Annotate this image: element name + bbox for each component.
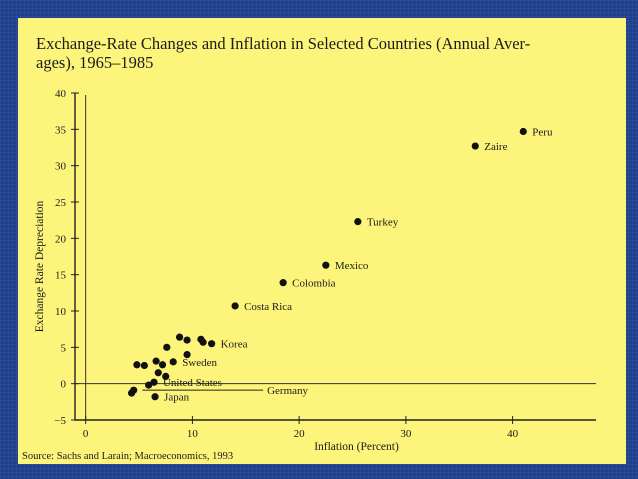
data-point xyxy=(183,336,191,344)
data-point xyxy=(183,351,191,359)
title-line-2: ages), 1965–1985 xyxy=(36,53,154,72)
point-label: Turkey xyxy=(367,217,399,229)
y-tick-label: 0 xyxy=(61,379,67,391)
chart-panel: Exchange-Rate Changes and Inflation in S… xyxy=(18,18,626,464)
data-point xyxy=(145,381,153,389)
x-tick-label: 0 xyxy=(83,428,89,440)
data-point xyxy=(208,340,216,348)
data-point xyxy=(127,389,136,397)
data-point xyxy=(231,302,239,310)
scatter-plot: −5 0 5 10 15 20 25 30 35 40 0 10 20 30 40 Inflation (Pe… xyxy=(34,88,596,453)
data-point xyxy=(519,127,527,136)
x-tick-label: 20 xyxy=(294,428,306,440)
data-point xyxy=(471,142,479,150)
data-point xyxy=(154,369,162,377)
data-point xyxy=(279,279,287,287)
point-label: Peru xyxy=(532,127,553,139)
y-tick-label: −5 xyxy=(54,415,66,427)
x-tick-label: 40 xyxy=(507,428,519,440)
y-tick-label: 20 xyxy=(55,233,67,245)
point-label: Japan xyxy=(164,392,190,404)
x-axis-title: Inflation (Percent) xyxy=(314,441,399,453)
data-point xyxy=(151,393,159,401)
data-point xyxy=(133,361,141,369)
data-point xyxy=(162,372,170,380)
point-label: Korea xyxy=(221,339,248,351)
data-point xyxy=(158,361,167,369)
data-point xyxy=(140,361,148,370)
data-point xyxy=(163,343,171,351)
y-tick-label: 15 xyxy=(55,270,67,282)
title-line-1: Exchange-Rate Changes and Inflation in S… xyxy=(36,34,531,53)
y-tick-label: 30 xyxy=(55,161,67,173)
y-tick-label: 10 xyxy=(55,306,67,318)
data-point xyxy=(199,338,207,346)
point-label: Costa Rica xyxy=(244,301,292,313)
data-point xyxy=(150,378,158,386)
y-tick-label: 25 xyxy=(55,197,67,209)
annotation-label: Germany xyxy=(267,385,308,397)
point-label: Colombia xyxy=(292,278,336,290)
data-point xyxy=(169,358,177,366)
chart-title: Exchange-Rate Changes and Inflation in S… xyxy=(36,34,606,72)
point-label: United States xyxy=(163,377,222,389)
y-tick-label: 40 xyxy=(55,88,67,100)
point-label: Zaire xyxy=(484,141,507,153)
point-label: Sweden xyxy=(182,357,217,369)
data-point xyxy=(322,261,330,269)
x-tick-label: 10 xyxy=(187,428,199,440)
data-point xyxy=(176,333,184,341)
source-note: Source: Sachs and Larain; Macroeconomics… xyxy=(22,451,234,462)
data-point xyxy=(354,218,362,226)
y-axis-title: Exchange Rate Depreciation xyxy=(34,200,46,332)
y-tick-label: 5 xyxy=(61,342,67,354)
x-tick-label: 30 xyxy=(400,428,412,440)
point-label: Mexico xyxy=(335,260,369,272)
data-point xyxy=(152,357,160,365)
y-tick-label: 35 xyxy=(55,124,67,136)
